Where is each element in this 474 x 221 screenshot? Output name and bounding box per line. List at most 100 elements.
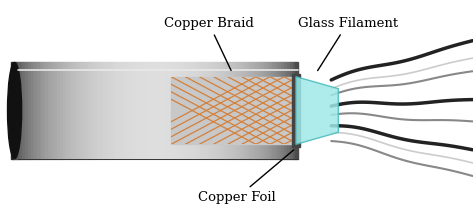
Bar [17,63,19,158]
Bar [97,63,100,158]
Bar [135,63,137,158]
Bar [48,63,51,158]
Bar [25,63,28,158]
Bar [91,63,94,158]
Bar [123,63,126,158]
Bar [43,63,46,158]
Bar [192,63,195,158]
Bar [31,63,34,158]
Bar [278,63,281,158]
Bar [252,63,255,158]
Bar [273,63,275,158]
Bar [60,63,63,158]
Bar [221,63,224,158]
Bar [77,63,80,158]
Bar [68,63,71,158]
Bar [201,63,203,158]
Bar [163,63,166,158]
Bar [218,63,221,158]
Bar [215,63,218,158]
Bar [143,63,146,158]
Bar [249,63,252,158]
Bar [39,63,43,158]
Bar [235,63,238,158]
Bar [80,63,83,158]
Bar [246,63,249,158]
Bar [85,63,89,158]
Bar [74,63,77,158]
Bar [103,63,106,158]
Bar [195,63,198,158]
Bar [241,63,244,158]
Bar [232,63,235,158]
Bar [117,63,120,158]
Bar [171,77,298,144]
Bar [198,63,201,158]
Bar [54,63,57,158]
Bar [19,63,22,158]
Bar [261,63,264,158]
Bar [174,63,178,158]
Bar [71,63,74,158]
Bar [287,63,290,158]
Bar [51,63,54,158]
Bar [22,63,25,158]
Bar [281,63,284,158]
Bar [166,63,169,158]
Bar [109,63,111,158]
Bar [270,63,273,158]
Bar [209,63,212,158]
Bar [295,63,298,158]
Bar [126,63,129,158]
Bar [275,63,278,158]
Bar [11,63,14,158]
Bar [290,63,292,158]
Bar [238,63,241,158]
Bar [203,63,206,158]
Polygon shape [296,77,338,144]
Bar [34,63,37,158]
Bar [267,63,270,158]
Bar [160,63,163,158]
Bar [57,63,60,158]
Bar [89,63,91,158]
Bar [65,63,68,158]
Bar [128,63,132,158]
Bar [292,74,300,147]
Bar [137,63,140,158]
Text: Copper Braid: Copper Braid [164,17,254,70]
Bar [82,63,86,158]
Bar [292,63,295,158]
Bar [146,63,149,158]
Bar [100,63,103,158]
Bar [258,63,261,158]
Bar [229,63,232,158]
Bar [152,63,155,158]
Bar [106,63,109,158]
Bar [46,63,48,158]
Bar [155,63,157,158]
Bar [227,63,229,158]
Bar [120,63,123,158]
Bar [178,63,181,158]
Bar [111,63,114,158]
Bar [244,63,246,158]
Bar [157,63,160,158]
Bar [36,63,40,158]
Bar [186,63,189,158]
Bar [114,63,117,158]
Text: Glass Filament: Glass Filament [298,17,398,71]
Bar [14,63,17,158]
Bar [189,63,192,158]
Bar [132,63,135,158]
Bar [224,63,227,158]
Bar [63,63,65,158]
Bar [181,63,183,158]
Bar [206,63,209,158]
Ellipse shape [8,63,22,158]
Bar [212,63,215,158]
Bar [94,63,97,158]
Bar [149,63,152,158]
Bar [183,63,186,158]
Bar [28,63,31,158]
